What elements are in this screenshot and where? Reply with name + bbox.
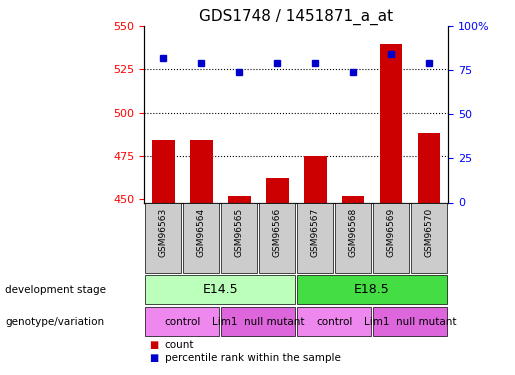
Bar: [190, 140, 213, 202]
Bar: [259, 203, 296, 273]
Text: GSM96567: GSM96567: [311, 208, 320, 258]
Text: GSM96563: GSM96563: [159, 208, 168, 258]
Bar: [145, 275, 296, 304]
Bar: [145, 203, 181, 273]
Text: GSM96568: GSM96568: [349, 208, 357, 258]
Title: GDS1748 / 1451871_a_at: GDS1748 / 1451871_a_at: [199, 9, 393, 25]
Bar: [228, 196, 250, 202]
Text: ■: ■: [149, 353, 159, 363]
Bar: [297, 203, 333, 273]
Bar: [297, 307, 371, 336]
Text: ■: ■: [149, 340, 159, 350]
Text: development stage: development stage: [5, 285, 106, 295]
Bar: [411, 203, 448, 273]
Bar: [221, 203, 258, 273]
Bar: [335, 203, 371, 273]
Text: E18.5: E18.5: [354, 283, 390, 296]
Bar: [152, 140, 175, 202]
Text: Lim1  null mutant: Lim1 null mutant: [364, 316, 456, 327]
Text: Lim1  null mutant: Lim1 null mutant: [212, 316, 304, 327]
Text: count: count: [165, 340, 194, 350]
Bar: [418, 134, 440, 202]
Bar: [266, 178, 288, 203]
Bar: [373, 307, 448, 336]
Bar: [145, 307, 219, 336]
Bar: [221, 307, 296, 336]
Text: control: control: [164, 316, 200, 327]
Bar: [183, 203, 219, 273]
Text: percentile rank within the sample: percentile rank within the sample: [165, 353, 341, 363]
Bar: [373, 203, 409, 273]
Text: control: control: [316, 316, 352, 327]
Text: GSM96566: GSM96566: [272, 208, 282, 258]
Text: E14.5: E14.5: [202, 283, 238, 296]
Text: GSM96570: GSM96570: [424, 208, 434, 258]
Text: GSM96564: GSM96564: [197, 208, 205, 257]
Text: GSM96565: GSM96565: [235, 208, 244, 258]
Bar: [297, 275, 448, 304]
Bar: [380, 44, 403, 203]
Bar: [304, 156, 327, 203]
Text: genotype/variation: genotype/variation: [5, 316, 104, 327]
Bar: [342, 196, 365, 202]
Text: GSM96569: GSM96569: [387, 208, 396, 258]
